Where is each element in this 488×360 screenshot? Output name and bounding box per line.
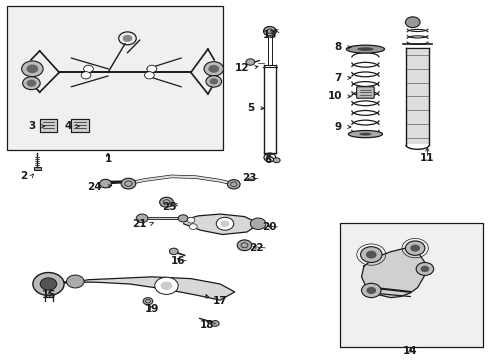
Text: 6: 6 xyxy=(264,155,271,165)
Text: 19: 19 xyxy=(144,304,159,314)
Bar xyxy=(34,167,41,170)
Text: 8: 8 xyxy=(334,42,341,52)
Circle shape xyxy=(245,59,254,65)
Polygon shape xyxy=(71,119,89,132)
Text: 24: 24 xyxy=(87,182,102,192)
Circle shape xyxy=(405,241,424,255)
Circle shape xyxy=(83,65,93,72)
Circle shape xyxy=(209,78,218,85)
Circle shape xyxy=(121,178,136,189)
Text: 17: 17 xyxy=(212,296,227,306)
Circle shape xyxy=(203,62,223,76)
Circle shape xyxy=(26,80,36,87)
Circle shape xyxy=(100,179,111,188)
Ellipse shape xyxy=(347,131,382,138)
Circle shape xyxy=(66,275,84,288)
Circle shape xyxy=(227,180,240,189)
Bar xyxy=(6,6,222,149)
Text: 9: 9 xyxy=(334,122,341,132)
Circle shape xyxy=(136,214,148,223)
Circle shape xyxy=(81,72,91,79)
Text: 22: 22 xyxy=(249,243,264,253)
Text: 2: 2 xyxy=(20,171,27,181)
Polygon shape xyxy=(183,214,259,234)
Circle shape xyxy=(144,72,154,79)
Circle shape xyxy=(211,320,219,326)
Circle shape xyxy=(160,282,172,290)
Text: 20: 20 xyxy=(261,222,276,232)
Circle shape xyxy=(178,215,187,222)
Circle shape xyxy=(361,283,380,298)
Circle shape xyxy=(237,240,251,251)
Circle shape xyxy=(186,217,194,223)
Circle shape xyxy=(366,287,375,294)
Text: 23: 23 xyxy=(242,173,256,183)
Polygon shape xyxy=(406,50,427,143)
Circle shape xyxy=(205,76,221,87)
Circle shape xyxy=(33,273,64,296)
Text: 16: 16 xyxy=(170,256,184,266)
Circle shape xyxy=(263,27,276,36)
Text: 18: 18 xyxy=(200,320,214,329)
Text: 4: 4 xyxy=(64,121,71,131)
Circle shape xyxy=(122,35,132,42)
Circle shape xyxy=(155,277,178,294)
Circle shape xyxy=(365,251,376,258)
Ellipse shape xyxy=(346,45,384,53)
Text: 21: 21 xyxy=(132,219,147,229)
Text: 10: 10 xyxy=(327,91,341,102)
Circle shape xyxy=(26,64,38,73)
Bar xyxy=(339,223,483,347)
Circle shape xyxy=(420,266,428,272)
Circle shape xyxy=(147,65,157,72)
Text: 14: 14 xyxy=(402,346,417,356)
Circle shape xyxy=(360,247,381,262)
Text: 25: 25 xyxy=(162,202,176,212)
Text: 15: 15 xyxy=(42,291,57,301)
Circle shape xyxy=(409,244,419,252)
Circle shape xyxy=(216,217,233,230)
Circle shape xyxy=(415,262,433,275)
Ellipse shape xyxy=(359,133,371,135)
Polygon shape xyxy=(74,277,234,300)
Text: 7: 7 xyxy=(334,73,341,83)
Text: 13: 13 xyxy=(262,30,277,40)
Circle shape xyxy=(169,248,178,255)
Text: 3: 3 xyxy=(28,121,36,131)
Text: 11: 11 xyxy=(419,153,434,163)
Circle shape xyxy=(22,77,40,90)
Text: 12: 12 xyxy=(234,63,249,73)
FancyBboxPatch shape xyxy=(356,87,373,98)
Circle shape xyxy=(40,278,57,290)
Circle shape xyxy=(143,298,153,305)
Circle shape xyxy=(405,17,419,28)
Circle shape xyxy=(208,65,219,73)
Polygon shape xyxy=(40,119,57,132)
Circle shape xyxy=(250,218,265,229)
Ellipse shape xyxy=(357,47,373,51)
Circle shape xyxy=(159,197,173,207)
Circle shape xyxy=(21,61,43,77)
Text: 1: 1 xyxy=(104,154,111,164)
Circle shape xyxy=(273,158,280,163)
Circle shape xyxy=(189,224,197,229)
Polygon shape xyxy=(361,248,424,298)
Circle shape xyxy=(220,221,229,227)
Text: 5: 5 xyxy=(246,103,254,113)
